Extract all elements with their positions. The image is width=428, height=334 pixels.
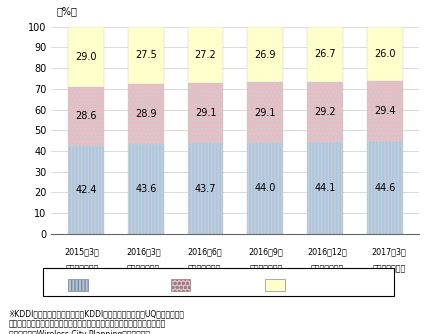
Text: 44.1: 44.1 — [314, 183, 336, 193]
Bar — [247, 27, 283, 82]
Text: 2016年9月: 2016年9月 — [249, 247, 283, 256]
Text: （第４四半期）: （第４四半期） — [65, 264, 99, 273]
Text: 28.6: 28.6 — [75, 111, 97, 121]
Text: 2016年6月: 2016年6月 — [187, 247, 222, 256]
Text: 43.7: 43.7 — [195, 184, 216, 194]
Bar — [128, 27, 163, 84]
Text: 2015年3月: 2015年3月 — [65, 247, 99, 256]
Text: （第４四半期）: （第４四半期） — [372, 264, 405, 273]
Text: ソフトバンクグループ: ソフトバンクグループ — [289, 278, 343, 287]
Text: 29.1: 29.1 — [255, 108, 276, 118]
Text: ※KDDIグループのシェアには、KDDI、沖縄セルラー及びUQコミュニケー: ※KDDIグループのシェアには、KDDI、沖縄セルラー及びUQコミュニケー — [9, 309, 184, 318]
Text: （第１四半期）: （第１四半期） — [188, 264, 221, 273]
Text: KDDIグループ: KDDIグループ — [195, 278, 238, 287]
Text: イル、及びWireless City Planningが含まれる。: イル、及びWireless City Planningが含まれる。 — [9, 330, 149, 334]
Bar — [187, 27, 223, 83]
Bar — [247, 143, 283, 234]
Bar — [307, 27, 343, 82]
Text: 26.0: 26.0 — [374, 49, 395, 59]
Bar — [367, 27, 403, 80]
Text: 29.2: 29.2 — [314, 107, 336, 117]
Text: 2016年3月: 2016年3月 — [126, 247, 160, 256]
Bar — [128, 84, 163, 144]
Bar — [247, 82, 283, 143]
Text: 26.9: 26.9 — [255, 49, 276, 59]
Bar — [68, 146, 104, 234]
Bar — [367, 80, 403, 141]
Text: 29.1: 29.1 — [195, 108, 216, 118]
Bar — [367, 141, 403, 234]
Text: （%）: （%） — [56, 6, 77, 16]
Bar — [307, 143, 343, 234]
Text: NTTドコモ: NTTドコモ — [92, 278, 125, 287]
Text: 26.7: 26.7 — [314, 49, 336, 59]
Bar — [307, 82, 343, 143]
Text: 42.4: 42.4 — [75, 185, 97, 195]
Text: 27.2: 27.2 — [195, 50, 217, 60]
Text: 2016年12月: 2016年12月 — [308, 247, 347, 256]
Bar — [187, 143, 223, 234]
Text: 44.0: 44.0 — [255, 183, 276, 193]
Text: 44.6: 44.6 — [374, 183, 395, 193]
Text: 27.5: 27.5 — [135, 50, 157, 60]
Text: 2017年3月: 2017年3月 — [372, 247, 406, 256]
Text: 28.9: 28.9 — [135, 109, 157, 119]
Bar — [187, 83, 223, 143]
Text: 43.6: 43.6 — [135, 184, 157, 194]
Text: 29.0: 29.0 — [75, 52, 97, 62]
Text: ションズが、ソフトバンクグループのシェアにはソフトバンク、ワイモバ: ションズが、ソフトバンクグループのシェアにはソフトバンク、ワイモバ — [9, 320, 166, 329]
Text: （第２四半期）: （第２四半期） — [250, 264, 283, 273]
Text: （第４四半期）: （第４四半期） — [127, 264, 160, 273]
Text: （第３四半期）: （第３四半期） — [311, 264, 344, 273]
Bar — [68, 87, 104, 146]
Bar — [68, 27, 104, 87]
Text: 29.4: 29.4 — [374, 106, 395, 116]
Bar — [128, 144, 163, 234]
